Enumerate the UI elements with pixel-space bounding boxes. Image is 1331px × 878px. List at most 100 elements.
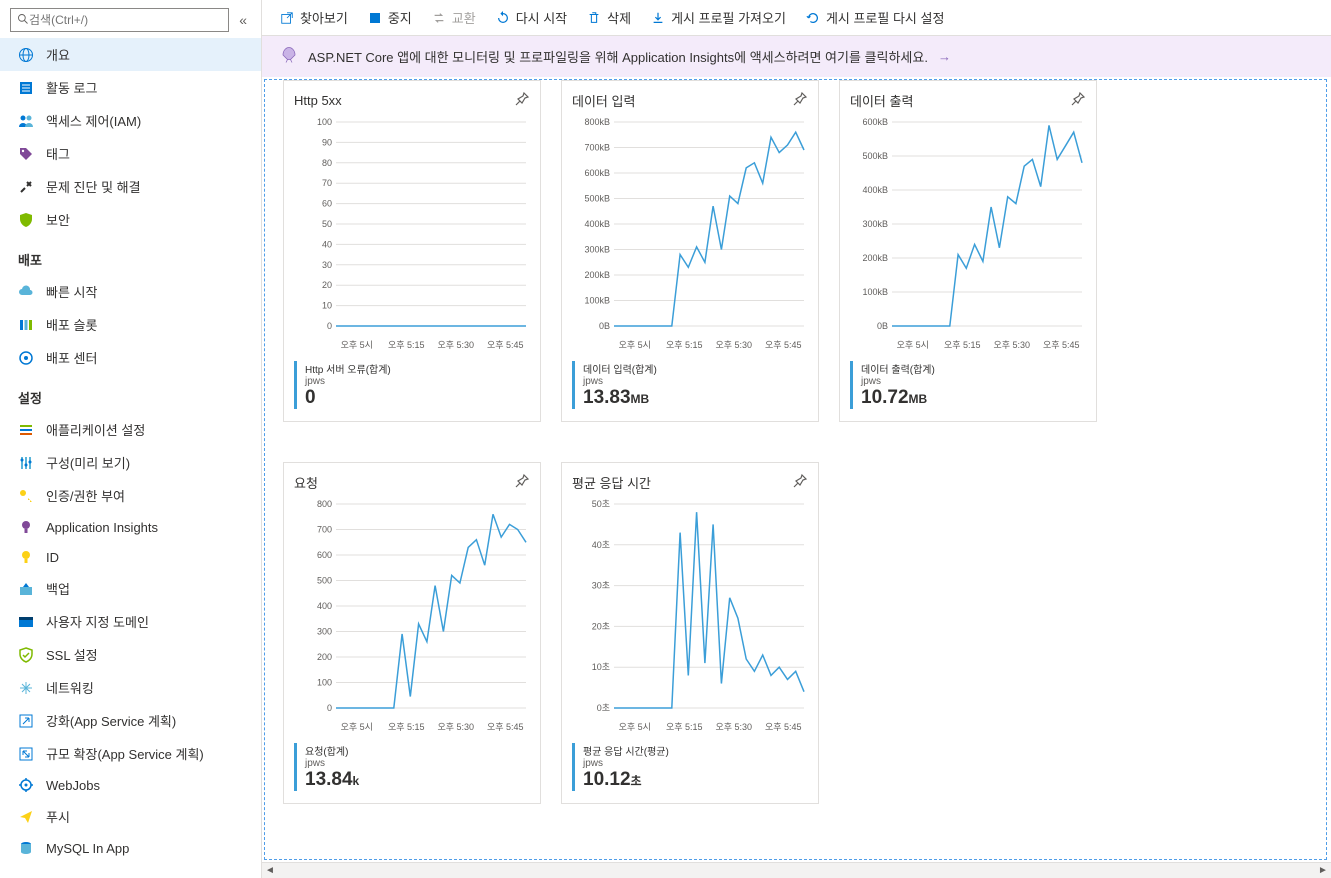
sidebar-item-domain[interactable]: 사용자 지정 도메인: [0, 605, 261, 638]
svg-text:300kB: 300kB: [584, 245, 610, 255]
search-box[interactable]: [10, 8, 229, 32]
pin-icon[interactable]: [792, 91, 808, 110]
pin-icon[interactable]: [792, 473, 808, 492]
content: 찾아보기 중지 교환 다시 시작 삭제 게시 프로필 가져오기: [262, 0, 1331, 878]
sidebar-item-shield[interactable]: 보안: [0, 203, 261, 236]
sidebar-item-tools[interactable]: 문제 진단 및 해결: [0, 170, 261, 203]
svg-text:600: 600: [317, 550, 332, 560]
toolbar-label: 게시 프로필 가져오기: [671, 8, 786, 27]
sidebar-item-log[interactable]: 활동 로그: [0, 71, 261, 104]
metric-sub: jpws: [305, 758, 530, 769]
scroll-track[interactable]: [278, 863, 1315, 878]
x-tick-label: 오후 5시: [888, 338, 938, 351]
metric-value: 10.12초: [583, 769, 808, 791]
metric-sub: jpws: [583, 758, 808, 769]
sidebar-item-label: 인증/권한 부여: [46, 486, 125, 505]
sidebar-item-cloud[interactable]: 빠른 시작: [0, 275, 261, 308]
restart-button[interactable]: 다시 시작: [496, 8, 567, 27]
scroll-left-icon[interactable]: ◄: [262, 865, 278, 876]
slots-icon: [18, 317, 34, 333]
card-header: 데이터 출력: [850, 91, 1086, 110]
sidebar-item-label: 강화(App Service 계획): [46, 711, 176, 730]
sidebar-item-scaleup[interactable]: 강화(App Service 계획): [0, 704, 261, 737]
x-axis-labels: 오후 5시오후 5:15오후 5:30오후 5:45: [572, 338, 808, 351]
collapse-sidebar-button[interactable]: «: [235, 12, 251, 28]
swap-button[interactable]: 교환: [432, 8, 476, 27]
sidebar-item-center[interactable]: 배포 센터: [0, 341, 261, 374]
tag-icon: [18, 146, 34, 162]
chart-footer: 데이터 출력(합계) jpws 10.72MB: [850, 361, 1086, 409]
toolbar: 찾아보기 중지 교환 다시 시작 삭제 게시 프로필 가져오기: [262, 0, 1331, 36]
chart-footer: 데이터 입력(합계) jpws 13.83MB: [572, 361, 808, 409]
sidebar-item-config[interactable]: 구성(미리 보기): [0, 446, 261, 479]
sidebar-item-id[interactable]: ID: [0, 542, 261, 572]
pin-icon[interactable]: [514, 91, 530, 110]
import-profile-button[interactable]: 게시 프로필 가져오기: [651, 8, 786, 27]
sidebar-item-mysql[interactable]: MySQL In App: [0, 833, 261, 863]
sidebar-section-header: 설정: [0, 374, 261, 413]
sidebar-item-insights[interactable]: Application Insights: [0, 512, 261, 542]
toolbar-label: 교환: [452, 8, 476, 27]
sidebar-item-webjobs[interactable]: WebJobs: [0, 770, 261, 800]
scroll-right-icon[interactable]: ►: [1315, 865, 1331, 876]
sidebar-item-slots[interactable]: 배포 슬롯: [0, 308, 261, 341]
browse-button[interactable]: 찾아보기: [280, 8, 348, 27]
chart-area: 1009080706050403020100: [294, 116, 530, 336]
metric-unit: MB: [909, 392, 928, 406]
scaleout-icon: [18, 746, 34, 762]
sidebar-item-network[interactable]: 네트워킹: [0, 671, 261, 704]
sidebar-item-tag[interactable]: 태그: [0, 137, 261, 170]
svg-text:300kB: 300kB: [862, 219, 888, 229]
sidebar-item-label: 구성(미리 보기): [46, 453, 130, 472]
svg-text:100: 100: [317, 117, 332, 127]
toolbar-label: 찾아보기: [300, 8, 348, 27]
toolbar-label: 삭제: [607, 8, 631, 27]
people-icon: [18, 113, 34, 129]
insights-banner[interactable]: ASP.NET Core 앱에 대한 모니터링 및 프로파일링을 위해 Appl…: [262, 36, 1331, 77]
ssl-icon: [18, 647, 34, 663]
chart-card: 데이터 입력800kB700kB600kB500kB400kB300kB200k…: [561, 80, 819, 422]
svg-text:400kB: 400kB: [862, 185, 888, 195]
x-tick-label: 오후 5시: [610, 338, 660, 351]
svg-text:20: 20: [322, 280, 332, 290]
sidebar-item-label: 푸시: [46, 807, 70, 826]
reset-profile-button[interactable]: 게시 프로필 다시 설정: [806, 8, 944, 27]
x-tick-label: 오후 5시: [332, 338, 382, 351]
sidebar-item-label: 사용자 지정 도메인: [46, 612, 149, 631]
sidebar-item-push[interactable]: 푸시: [0, 800, 261, 833]
pin-icon[interactable]: [1070, 91, 1086, 110]
sidebar-item-appsettings[interactable]: 애플리케이션 설정: [0, 413, 261, 446]
svg-text:10초: 10초: [592, 662, 610, 672]
svg-text:40초: 40초: [592, 540, 610, 550]
search-input[interactable]: [29, 13, 222, 27]
x-tick-label: 오후 5시: [332, 720, 382, 733]
metric-value: 13.84k: [305, 769, 530, 791]
sidebar-item-label: MySQL In App: [46, 841, 129, 856]
toolbar-label: 게시 프로필 다시 설정: [826, 8, 944, 27]
reset-icon: [806, 11, 820, 25]
chart-area: 8007006005004003002001000: [294, 498, 530, 718]
network-icon: [18, 680, 34, 696]
x-tick-label: 오후 5:15: [938, 338, 988, 351]
sidebar-item-label: 백업: [46, 579, 70, 598]
banner-text: ASP.NET Core 앱에 대한 모니터링 및 프로파일링을 위해 Appl…: [308, 47, 928, 66]
svg-text:60: 60: [322, 199, 332, 209]
chart-footer: 요청(합계) jpws 13.84k: [294, 743, 530, 791]
sidebar-item-key[interactable]: 인증/권한 부여: [0, 479, 261, 512]
stop-button[interactable]: 중지: [368, 8, 412, 27]
horizontal-scrollbar[interactable]: ◄ ►: [262, 862, 1331, 878]
svg-text:800: 800: [317, 499, 332, 509]
x-tick-label: 오후 5:30: [709, 720, 759, 733]
sidebar-item-label: 네트워킹: [46, 678, 94, 697]
sidebar-item-label: 태그: [46, 144, 70, 163]
sidebar-item-ssl[interactable]: SSL 설정: [0, 638, 261, 671]
card-title: 평균 응답 시간: [572, 473, 651, 492]
sidebar-item-scaleout[interactable]: 규모 확장(App Service 계획): [0, 737, 261, 770]
delete-button[interactable]: 삭제: [587, 8, 631, 27]
sidebar-item-people[interactable]: 액세스 제어(IAM): [0, 104, 261, 137]
center-icon: [18, 350, 34, 366]
domain-icon: [18, 614, 34, 630]
sidebar-item-backup[interactable]: 백업: [0, 572, 261, 605]
sidebar-item-globe[interactable]: 개요: [0, 38, 261, 71]
pin-icon[interactable]: [514, 473, 530, 492]
